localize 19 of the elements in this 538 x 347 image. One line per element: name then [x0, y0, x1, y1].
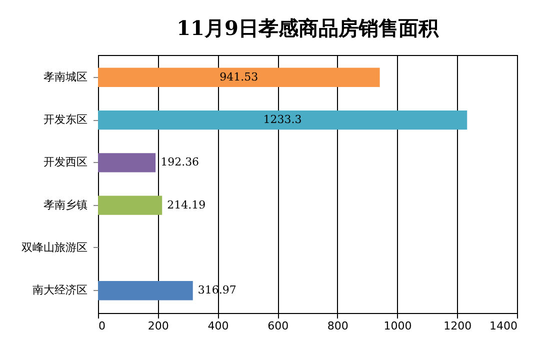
- x-tick-label: 200: [148, 320, 169, 332]
- chart-title: 11月9日孝感商品房销售面积: [176, 16, 440, 40]
- x-tick-label: 1000: [384, 320, 412, 332]
- y-tick-label: 南大经济区: [32, 284, 88, 297]
- x-tick-label: 1200: [444, 320, 472, 332]
- y-tick-label: 孝南城区: [44, 70, 88, 84]
- data-label: 214.19: [167, 198, 206, 212]
- x-tick-label: 1400: [490, 320, 518, 332]
- y-tick-label: 孝南乡镇: [44, 198, 88, 212]
- x-tick-label: 600: [268, 320, 289, 332]
- data-label: 192.36: [160, 156, 200, 169]
- y-tick-label: 开发东区: [44, 113, 88, 126]
- x-tick-label: 0: [98, 320, 106, 332]
- y-tick-label: 双峰山旅游区: [22, 240, 88, 254]
- data-label: 1233.3: [263, 113, 302, 126]
- x-tick-label: 400: [208, 320, 229, 332]
- x-tick-label: 800: [327, 320, 348, 332]
- data-label: 941.53: [220, 70, 258, 84]
- y-tick-label: 开发西区: [44, 156, 88, 169]
